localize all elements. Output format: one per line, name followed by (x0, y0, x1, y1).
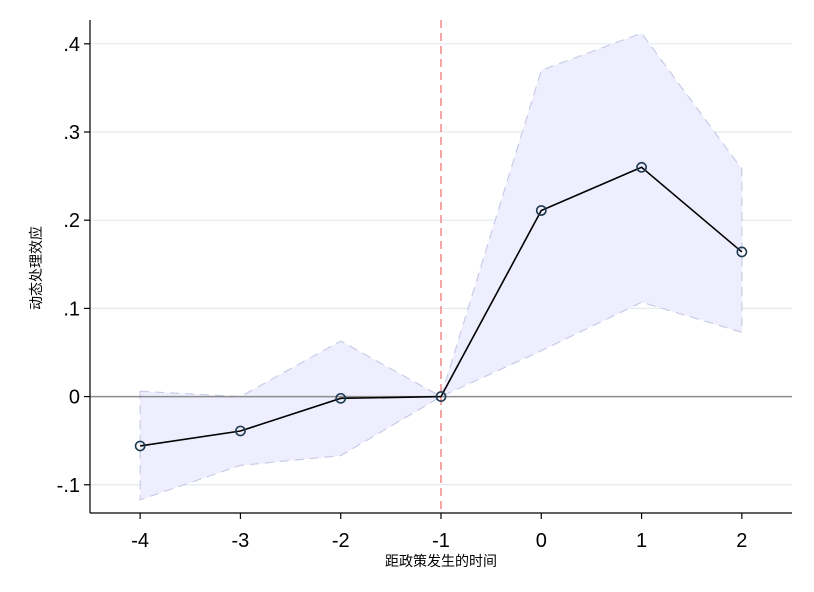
x-tick-label-2: -2 (332, 530, 350, 552)
y-tick-label-3: .2 (63, 210, 80, 232)
data-point-2 (335, 392, 347, 404)
y-axis-title: 动态处理效应 (28, 226, 45, 310)
data-point-6 (736, 246, 748, 258)
x-tick-label-4: 0 (536, 530, 547, 552)
x-tick-label-3: -1 (432, 530, 450, 552)
x-tick-label-0: -4 (131, 530, 149, 552)
y-tick-label-0: -.1 (57, 475, 80, 497)
y-tick-label-4: .3 (63, 122, 80, 144)
x-tick-label-5: 1 (636, 530, 647, 552)
confidence-band-area (139, 32, 743, 501)
confidence-band (139, 32, 743, 501)
series-line (134, 161, 748, 452)
y-tick-label-1: 0 (69, 387, 80, 409)
data-point-1 (235, 425, 246, 437)
axes (84, 20, 792, 519)
y-tick-label-2: .1 (63, 298, 80, 320)
x-axis-title: 距政策发生的时间 (385, 553, 497, 570)
data-point-4 (535, 205, 547, 216)
data-point-5 (636, 161, 647, 173)
data-point-3 (435, 391, 447, 402)
estimate-line (140, 166, 743, 447)
y-tick-label-5: .4 (63, 34, 80, 56)
x-tick-label-6: 2 (736, 530, 747, 552)
data-point-0 (134, 440, 146, 452)
x-tick-label-1: -3 (232, 530, 250, 552)
tick-labels: -.1 0 .1 .2 .3 .4 -4 -3 -2 -1 0 1 2 (57, 34, 748, 552)
